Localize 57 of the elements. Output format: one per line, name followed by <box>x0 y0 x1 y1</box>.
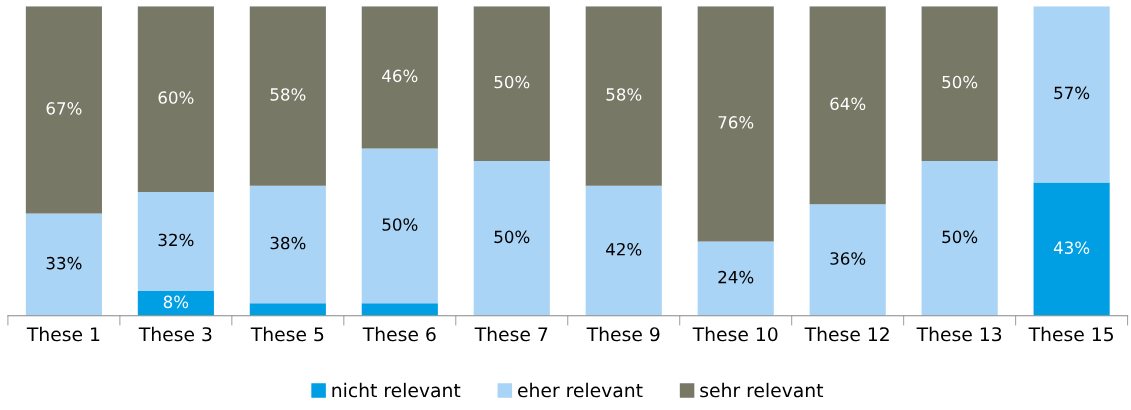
x-tick-label: These 15 <box>1028 326 1113 342</box>
data-label: 32% <box>158 233 194 247</box>
bar <box>697 241 774 316</box>
x-tick-label: These 12 <box>804 326 889 342</box>
x-tick-label: These 13 <box>916 326 1002 342</box>
bar <box>473 6 550 161</box>
data-label: 64% <box>830 97 866 111</box>
legend-label: eher relevant <box>518 382 643 398</box>
bar <box>921 6 998 161</box>
data-label: 36% <box>830 252 866 265</box>
data-label: 46% <box>382 69 418 83</box>
data-label: 38% <box>270 236 306 250</box>
x-tick-label: These 3 <box>138 326 212 342</box>
data-label: 57% <box>1054 86 1090 100</box>
bar <box>137 6 214 192</box>
data-label: 43% <box>1053 241 1090 254</box>
data-label: 67% <box>46 102 82 115</box>
data-label: 50% <box>494 230 530 244</box>
bar <box>697 6 774 242</box>
x-tick-label: These 6 <box>362 326 436 342</box>
bar <box>249 6 326 186</box>
legend-label: nicht relevant <box>332 382 461 398</box>
data-label: 50% <box>494 75 530 89</box>
bar <box>137 191 214 291</box>
data-label: 76% <box>718 116 754 129</box>
data-label: 58% <box>270 88 306 101</box>
bar <box>25 213 102 316</box>
bar <box>361 6 438 149</box>
x-tick-label: These 5 <box>250 326 324 342</box>
bar <box>249 303 326 316</box>
data-label: 60% <box>158 91 194 104</box>
bar <box>809 6 886 205</box>
data-label: 58% <box>606 88 642 101</box>
bar <box>1033 6 1110 183</box>
bar <box>921 160 998 316</box>
bar <box>137 290 214 316</box>
data-label: 50% <box>942 75 978 89</box>
data-label: 50% <box>382 218 418 231</box>
x-tick-label: These 10 <box>692 326 778 342</box>
x-tick-label: These 9 <box>586 326 660 342</box>
x-tick-label: These 7 <box>474 326 548 342</box>
bar <box>473 160 550 316</box>
bar <box>585 6 662 186</box>
bar <box>361 148 438 304</box>
bar <box>585 185 662 316</box>
bar <box>1033 182 1110 316</box>
bar <box>809 204 886 316</box>
data-label: 24% <box>718 270 754 284</box>
data-label: 33% <box>46 256 82 270</box>
legend-label: sehr relevant <box>700 382 824 398</box>
data-label: 8% <box>163 295 189 309</box>
bar <box>25 6 102 214</box>
x-tick-label: These 1 <box>26 326 100 342</box>
bar <box>249 185 326 304</box>
data-label: 42% <box>606 242 642 256</box>
bar <box>361 303 438 316</box>
data-label: 50% <box>942 230 978 244</box>
